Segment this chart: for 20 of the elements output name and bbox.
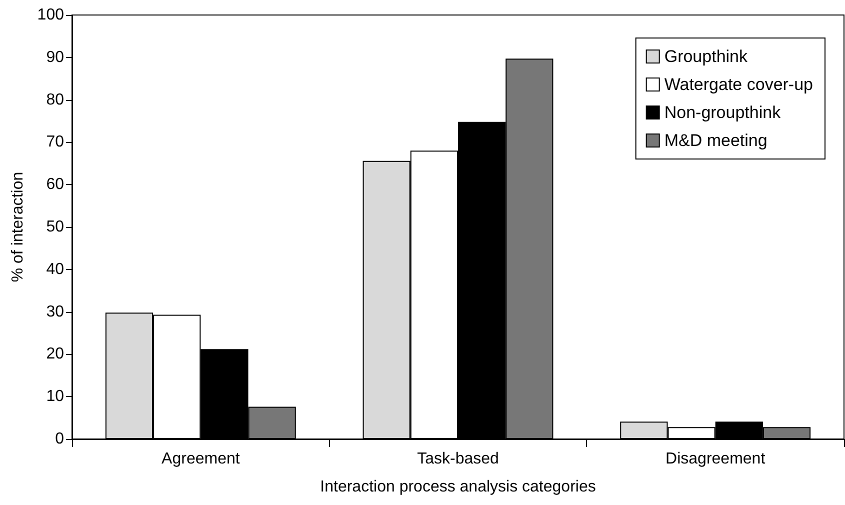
x-tick-label: Task-based <box>417 450 499 468</box>
y-axis-title: % of interaction <box>10 172 26 282</box>
legend-label: Non-groupthink <box>664 103 782 122</box>
legend-label: Watergate cover-up <box>664 75 814 94</box>
y-tick-label: 90 <box>46 48 64 66</box>
y-tick-label: 70 <box>46 134 64 151</box>
y-tick-label: 80 <box>46 91 64 108</box>
y-tick-label: 100 <box>37 6 64 24</box>
y-tick-label: 60 <box>46 176 64 194</box>
y-tick-label: 20 <box>46 346 64 363</box>
x-axis-title: Interaction process analysis categories <box>320 478 596 496</box>
legend-label: Groupthink <box>664 47 748 66</box>
y-tick-label: 50 <box>46 218 64 236</box>
y-tick-label: 30 <box>46 303 64 320</box>
y-tick-label: 0 <box>55 430 64 448</box>
y-tick-label: 10 <box>46 388 64 406</box>
x-tick-label: Agreement <box>162 450 240 468</box>
x-tick-label: Disagreement <box>666 450 766 468</box>
y-tick-label: 40 <box>46 260 64 278</box>
legend-label: M&D meeting <box>664 131 768 150</box>
